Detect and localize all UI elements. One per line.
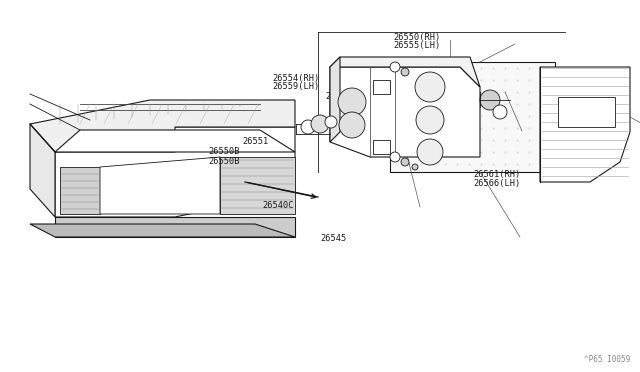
- Circle shape: [301, 120, 315, 134]
- Polygon shape: [55, 130, 295, 152]
- Polygon shape: [55, 127, 295, 217]
- Polygon shape: [558, 97, 615, 127]
- Text: 26566(LH): 26566(LH): [474, 179, 521, 187]
- Text: 26550B: 26550B: [208, 157, 239, 166]
- Circle shape: [416, 106, 444, 134]
- Text: 26554(RH): 26554(RH): [272, 74, 319, 83]
- Text: 26559(LH): 26559(LH): [272, 82, 319, 91]
- Polygon shape: [55, 217, 295, 237]
- Circle shape: [493, 105, 507, 119]
- Circle shape: [412, 164, 418, 170]
- Text: 26545: 26545: [320, 234, 346, 243]
- Polygon shape: [540, 67, 630, 182]
- Circle shape: [401, 158, 409, 166]
- Text: ^P65 I0059: ^P65 I0059: [584, 355, 630, 364]
- Circle shape: [480, 90, 500, 110]
- Polygon shape: [60, 167, 100, 214]
- Polygon shape: [30, 100, 295, 152]
- Text: 26558M(LH): 26558M(LH): [333, 127, 385, 136]
- Polygon shape: [330, 57, 480, 87]
- Circle shape: [401, 68, 409, 76]
- Text: 26551: 26551: [242, 137, 268, 146]
- Polygon shape: [100, 157, 220, 214]
- Circle shape: [338, 88, 366, 116]
- Text: 26550(RH): 26550(RH): [394, 33, 441, 42]
- Text: 26553M(RH): 26553M(RH): [333, 119, 385, 128]
- Circle shape: [325, 116, 337, 128]
- Polygon shape: [330, 67, 480, 157]
- Polygon shape: [390, 62, 555, 172]
- Polygon shape: [30, 224, 295, 237]
- Polygon shape: [30, 124, 55, 217]
- Text: 26561(RH): 26561(RH): [474, 170, 521, 179]
- Text: 26540C: 26540C: [262, 201, 294, 210]
- Circle shape: [311, 115, 329, 133]
- Polygon shape: [373, 80, 390, 94]
- Circle shape: [415, 72, 445, 102]
- Circle shape: [339, 112, 365, 138]
- Polygon shape: [330, 57, 340, 142]
- Circle shape: [390, 152, 400, 162]
- Text: 26555(LH): 26555(LH): [394, 41, 441, 50]
- Polygon shape: [220, 157, 295, 214]
- Text: 26550B: 26550B: [325, 92, 356, 101]
- Polygon shape: [373, 140, 390, 154]
- Text: 26550B: 26550B: [208, 147, 239, 156]
- Circle shape: [390, 62, 400, 72]
- Circle shape: [417, 139, 443, 165]
